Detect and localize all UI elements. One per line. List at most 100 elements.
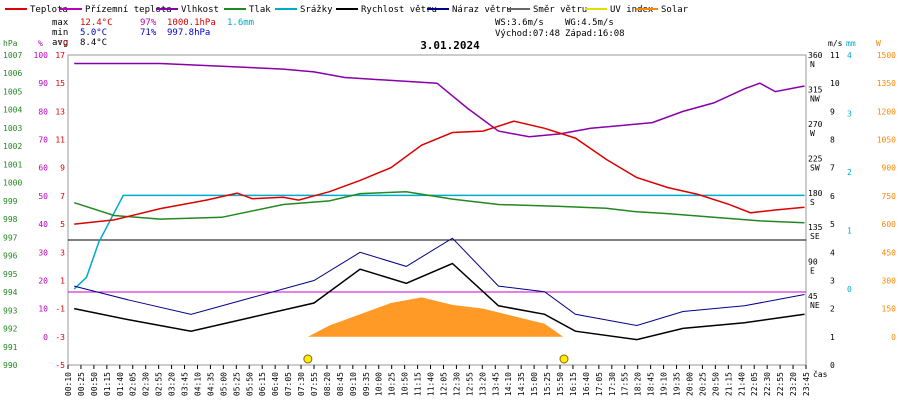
time-tick: 00:25: [77, 372, 86, 396]
temp-tick: 7: [60, 192, 65, 201]
temperature-line: [74, 120, 805, 225]
axis-units: hPa % °C m/s mm W čas: [3, 39, 881, 379]
stat-avg-label: avg: [52, 38, 68, 48]
time-tick: 04:10: [193, 372, 202, 396]
time-tick: 21:40: [737, 372, 746, 396]
unit-w: W: [876, 39, 881, 48]
legend-label: Solar: [661, 5, 689, 15]
time-tick: 07:55: [310, 372, 319, 396]
dir-tick-label: N: [810, 60, 815, 69]
ms-tick: 3: [830, 276, 835, 285]
temp-tick: 3: [60, 248, 65, 257]
time-tick: 02:55: [155, 372, 164, 396]
time-tick: 16:40: [582, 372, 591, 396]
mm-tick: 0: [847, 285, 852, 294]
axis-ticks: 1007100610051004100310021001100099999899…: [3, 51, 896, 396]
w-tick: 1350: [877, 79, 896, 88]
time-tick: 19:10: [660, 372, 669, 396]
temp-tick: 15: [55, 79, 65, 88]
hpa-tick: 1001: [3, 160, 22, 169]
dir-tick: 135: [808, 223, 823, 232]
hpa-tick: 992: [3, 325, 18, 334]
time-tick: 01:40: [116, 372, 125, 396]
ms-tick: 4: [830, 248, 835, 257]
time-tick: 12:55: [465, 372, 474, 396]
sunset-time: Západ:16:08: [565, 29, 625, 39]
pct-tick: 70: [38, 136, 48, 145]
pressure-line: [73, 191, 805, 224]
time-tick: 07:05: [284, 372, 293, 396]
hpa-tick: 1007: [3, 51, 22, 60]
time-tick: 22:55: [776, 372, 785, 396]
hpa-tick: 990: [3, 361, 18, 370]
time-tick: 09:10: [349, 372, 358, 396]
pct-tick: 100: [34, 51, 49, 60]
time-tick: 04:35: [206, 372, 215, 396]
time-tick: 18:20: [634, 372, 643, 396]
dir-tick: 45: [808, 292, 818, 301]
stat-min-label: min: [52, 28, 68, 38]
stat-avg-temp: 8.4°C: [80, 38, 107, 48]
w-tick: 300: [882, 276, 897, 285]
time-tick: 22:30: [763, 372, 772, 396]
ms-tick: 9: [830, 107, 835, 116]
legend-label: Teplota: [30, 5, 68, 15]
time-tick: 16:15: [569, 372, 578, 396]
plot-border: [67, 54, 807, 366]
unit-percent: %: [38, 39, 43, 48]
dir-tick: 315: [808, 85, 823, 94]
time-tick: 07:30: [297, 372, 306, 396]
wind-gust-line: [74, 237, 805, 327]
pct-tick: 10: [38, 305, 48, 314]
time-tick: 00:50: [90, 372, 99, 396]
pct-tick: 50: [38, 192, 48, 201]
time-tick: 12:05: [439, 372, 448, 396]
ms-tick: 10: [830, 79, 840, 88]
time-tick: 22:05: [750, 372, 759, 396]
sunrise-time: Východ:07:48: [495, 29, 560, 39]
hpa-tick: 1002: [3, 142, 22, 151]
unit-mm: mm: [846, 39, 856, 48]
solar-area: [307, 297, 564, 337]
time-tick: 18:45: [647, 372, 656, 396]
wind-speed-line: [74, 262, 805, 341]
legend: Teplota Přízemní teplota Vlhkost Tlak Srážky…: [5, 5, 689, 15]
ms-tick: 6: [830, 192, 835, 201]
w-tick: 600: [882, 220, 897, 229]
time-tick: 15:25: [543, 372, 552, 396]
w-tick: 0: [891, 333, 896, 342]
temp-tick: 13: [55, 107, 65, 116]
hpa-tick: 993: [3, 306, 18, 315]
mm-tick: 1: [847, 226, 852, 235]
hpa-tick: 997: [3, 233, 18, 242]
mm-tick: 4: [847, 51, 852, 60]
legend-label: Náraz větru: [452, 5, 512, 15]
pct-tick: 60: [38, 164, 48, 173]
hpa-tick: 996: [3, 252, 18, 261]
ms-tick: 7: [830, 164, 835, 173]
stat-min-hum: 71%: [140, 28, 157, 38]
legend-label: Tlak: [249, 5, 271, 15]
hpa-tick: 1006: [3, 69, 22, 78]
stat-max-rain: 1.6mm: [227, 18, 254, 28]
time-tick: 05:00: [219, 372, 228, 396]
time-tick: 21:15: [724, 372, 733, 396]
w-tick: 1050: [877, 136, 896, 145]
time-tick: 03:45: [181, 372, 190, 396]
dir-tick: 225: [808, 154, 823, 163]
time-tick: 13:20: [478, 372, 487, 396]
time-tick: 17:05: [595, 372, 604, 396]
dir-tick-label: NE: [810, 301, 820, 310]
dir-tick: 270: [808, 120, 823, 129]
unit-time: čas: [813, 369, 828, 379]
hpa-tick: 999: [3, 197, 18, 206]
pct-tick: 20: [38, 276, 48, 285]
w-tick: 900: [882, 164, 897, 173]
legend-label: Srážky: [300, 5, 333, 15]
time-tick: 20:00: [685, 372, 694, 396]
unit-hpa: hPa: [3, 39, 18, 48]
time-tick: 08:45: [336, 372, 345, 396]
dir-tick-label: SE: [810, 232, 820, 241]
time-tick: 03:20: [168, 372, 177, 396]
ms-tick: 8: [830, 136, 835, 145]
